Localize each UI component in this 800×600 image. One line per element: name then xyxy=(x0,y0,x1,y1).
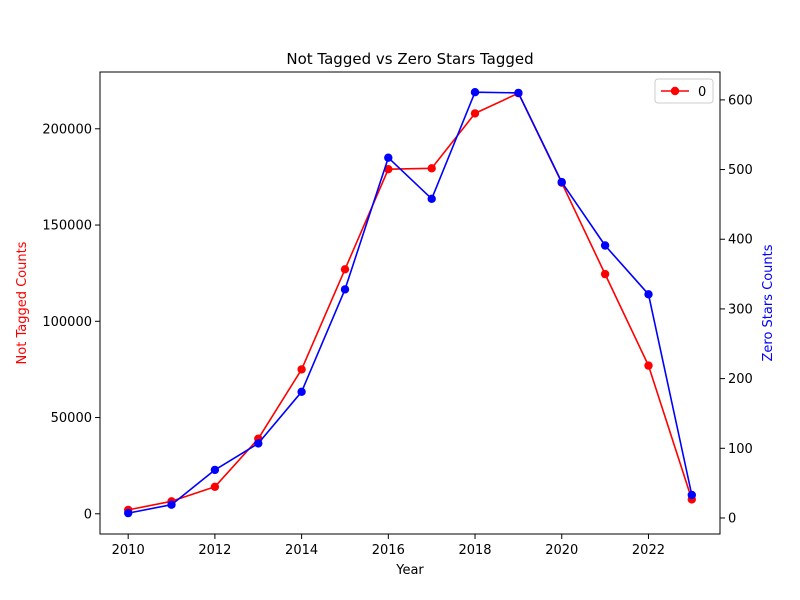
legend-label: 0 xyxy=(698,85,706,100)
x-tick-label: 2020 xyxy=(545,543,578,558)
zero-stars-point xyxy=(340,285,350,294)
right-axis-title: Zero Stars Counts xyxy=(761,244,776,361)
not-tagged-point xyxy=(210,482,220,491)
right-tick-label: 600 xyxy=(728,93,753,108)
zero-stars-point xyxy=(514,88,523,98)
x-tick-label: 2014 xyxy=(285,543,318,558)
zero-stars-point xyxy=(600,241,610,250)
not-tagged-series-line xyxy=(128,92,693,511)
right-tick-label: 400 xyxy=(728,233,753,248)
zero-stars-point xyxy=(297,387,306,396)
zero-stars-point xyxy=(557,177,566,187)
not-tagged-point xyxy=(297,365,306,374)
x-tick-label: 2016 xyxy=(372,543,405,558)
zero-stars-series-line xyxy=(128,91,693,514)
left-axis-title: Not Tagged Counts xyxy=(15,241,30,364)
left-tick-label: 150000 xyxy=(42,219,92,234)
left-tick-label: 0 xyxy=(84,507,92,522)
legend: 0 xyxy=(654,78,714,104)
zero-stars-point xyxy=(124,508,133,518)
not-tagged-point xyxy=(644,361,653,370)
left-y-axis: 0 50000 100000 150000 200000 xyxy=(42,122,100,522)
right-tick-label: 100 xyxy=(728,442,753,457)
right-y-axis: 0 100 200 300 400 500 600 xyxy=(720,93,753,526)
zero-stars-point xyxy=(167,500,176,509)
not-tagged-point xyxy=(340,265,350,274)
x-axis: 2010 2012 2014 2016 2018 2020 2022 xyxy=(112,534,665,558)
zero-stars-point xyxy=(254,439,263,448)
not-tagged-point xyxy=(384,165,393,174)
left-tick-label: 50000 xyxy=(51,411,92,426)
x-tick-label: 2012 xyxy=(198,543,231,558)
not-tagged-point xyxy=(427,164,436,173)
zero-stars-point xyxy=(427,194,436,203)
right-tick-label: 300 xyxy=(728,302,753,317)
x-axis-title: Year xyxy=(395,563,424,578)
right-tick-label: 200 xyxy=(728,372,753,387)
zero-stars-point xyxy=(644,290,653,299)
not-tagged-point xyxy=(600,269,610,279)
not-tagged-point xyxy=(470,109,480,118)
left-tick-label: 200000 xyxy=(42,122,92,137)
plot-frame xyxy=(99,71,721,535)
x-tick-label: 2018 xyxy=(458,543,491,558)
plot-area xyxy=(124,88,696,518)
chart-title: Not Tagged vs Zero Stars Tagged xyxy=(286,50,533,68)
x-tick-label: 2010 xyxy=(112,543,145,558)
left-tick-label: 100000 xyxy=(42,315,92,330)
right-tick-label: 0 xyxy=(728,511,736,526)
zero-stars-point xyxy=(210,465,220,475)
legend-marker xyxy=(670,86,680,96)
x-tick-label: 2022 xyxy=(632,543,665,558)
zero-stars-point xyxy=(687,490,696,500)
zero-stars-point xyxy=(470,88,480,97)
right-tick-label: 500 xyxy=(728,163,753,178)
zero-stars-point xyxy=(384,153,393,162)
